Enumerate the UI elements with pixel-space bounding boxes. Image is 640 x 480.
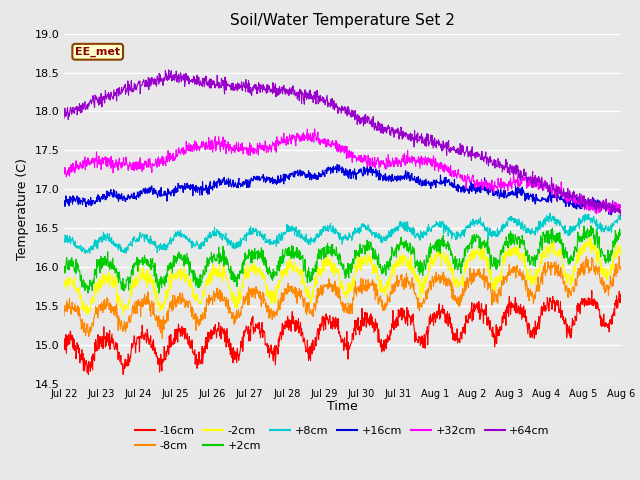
-2cm	[171, 271, 179, 277]
Text: EE_met: EE_met	[75, 47, 120, 57]
+8cm	[552, 219, 559, 225]
+2cm	[617, 231, 625, 237]
-16cm	[429, 312, 437, 318]
+8cm	[429, 224, 437, 229]
+2cm	[155, 290, 163, 296]
Line: +16cm: +16cm	[64, 164, 621, 215]
-8cm	[159, 336, 166, 341]
Line: +64cm: +64cm	[64, 70, 621, 216]
+32cm	[60, 169, 68, 175]
Title: Soil/Water Temperature Set 2: Soil/Water Temperature Set 2	[230, 13, 455, 28]
Line: -16cm: -16cm	[64, 290, 621, 374]
X-axis label: Time: Time	[327, 400, 358, 413]
+2cm	[587, 223, 595, 228]
+8cm	[184, 236, 192, 242]
+16cm	[184, 185, 191, 191]
+2cm	[551, 240, 559, 245]
+64cm	[551, 188, 559, 194]
-2cm	[246, 265, 254, 271]
+64cm	[502, 156, 509, 162]
-16cm	[502, 323, 509, 328]
-2cm	[60, 276, 68, 282]
-2cm	[617, 244, 625, 250]
+2cm	[171, 257, 179, 263]
+32cm	[551, 190, 559, 196]
+32cm	[170, 156, 178, 162]
Line: +32cm: +32cm	[64, 129, 621, 214]
+32cm	[502, 181, 509, 187]
+16cm	[429, 180, 437, 185]
+64cm	[171, 77, 179, 83]
-16cm	[588, 288, 596, 293]
+32cm	[593, 211, 601, 216]
+2cm	[502, 242, 509, 248]
Y-axis label: Temperature (C): Temperature (C)	[16, 158, 29, 260]
+16cm	[170, 185, 178, 191]
+64cm	[617, 213, 625, 218]
+8cm	[617, 214, 625, 220]
+32cm	[429, 156, 437, 162]
+32cm	[184, 145, 191, 151]
+8cm	[502, 223, 509, 229]
+2cm	[184, 255, 192, 261]
-16cm	[84, 372, 92, 377]
+64cm	[184, 75, 192, 81]
+64cm	[246, 84, 254, 90]
-16cm	[617, 300, 625, 306]
-8cm	[171, 292, 179, 298]
-8cm	[60, 313, 68, 319]
-2cm	[551, 251, 559, 257]
-16cm	[184, 341, 192, 347]
-8cm	[502, 277, 509, 283]
+8cm	[60, 238, 68, 243]
+2cm	[429, 243, 437, 249]
-8cm	[184, 305, 192, 311]
+64cm	[60, 115, 68, 121]
Line: +2cm: +2cm	[64, 226, 621, 293]
+16cm	[333, 161, 341, 167]
+16cm	[617, 204, 625, 210]
-8cm	[551, 272, 559, 278]
-16cm	[551, 309, 559, 314]
+32cm	[311, 126, 319, 132]
-8cm	[429, 279, 437, 285]
-16cm	[246, 337, 254, 343]
+2cm	[60, 269, 68, 275]
Line: +8cm: +8cm	[64, 213, 621, 253]
-2cm	[184, 277, 192, 283]
-16cm	[171, 340, 179, 346]
Line: -2cm: -2cm	[64, 237, 621, 315]
+8cm	[81, 251, 89, 256]
-2cm	[502, 252, 509, 258]
+8cm	[246, 224, 254, 229]
+16cm	[60, 203, 68, 208]
+32cm	[246, 153, 254, 158]
-8cm	[617, 266, 625, 272]
-2cm	[120, 312, 127, 318]
Legend: -16cm, -8cm, -2cm, +2cm, +8cm, +16cm, +32cm, +64cm: -16cm, -8cm, -2cm, +2cm, +8cm, +16cm, +3…	[131, 421, 554, 456]
+8cm	[546, 210, 554, 216]
+2cm	[246, 253, 254, 259]
-2cm	[429, 257, 437, 263]
+64cm	[165, 67, 173, 73]
-8cm	[616, 253, 623, 259]
-16cm	[60, 346, 68, 352]
+16cm	[502, 192, 509, 198]
Line: -8cm: -8cm	[64, 256, 621, 338]
+8cm	[171, 234, 179, 240]
+16cm	[551, 194, 559, 200]
+16cm	[607, 212, 615, 218]
-2cm	[584, 234, 592, 240]
+32cm	[617, 204, 625, 210]
+64cm	[429, 145, 437, 151]
-8cm	[246, 291, 254, 297]
+16cm	[246, 178, 254, 184]
